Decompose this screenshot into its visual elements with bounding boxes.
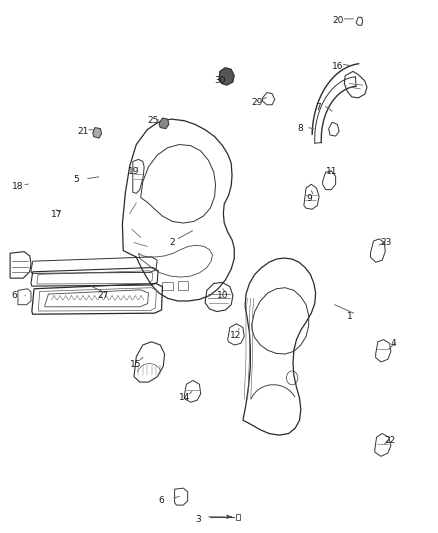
Text: 2: 2 [169,238,175,247]
Text: 1: 1 [347,312,353,321]
Text: 14: 14 [179,393,191,402]
Polygon shape [159,118,169,128]
Text: 18: 18 [12,182,24,191]
Text: 20: 20 [332,16,343,25]
Text: 29: 29 [252,98,263,107]
Text: 21: 21 [78,127,89,136]
Text: 25: 25 [147,116,159,125]
Text: 12: 12 [230,331,241,340]
Text: 9: 9 [306,194,312,203]
Text: 11: 11 [325,166,337,175]
Polygon shape [219,68,234,85]
Text: 17: 17 [51,210,63,219]
Polygon shape [93,127,102,138]
Text: 3: 3 [195,515,201,524]
Text: 22: 22 [385,436,396,445]
Text: 27: 27 [97,291,109,300]
Text: 19: 19 [127,166,139,175]
Text: 7: 7 [315,103,321,112]
Text: 5: 5 [73,174,79,183]
Text: 23: 23 [380,238,392,247]
Text: 6: 6 [11,291,17,300]
Text: 30: 30 [215,76,226,85]
Text: 4: 4 [391,339,396,348]
Text: 10: 10 [217,291,228,300]
Text: 6: 6 [158,496,164,505]
Text: 15: 15 [130,360,141,369]
Text: 16: 16 [332,62,344,70]
Text: 8: 8 [297,124,303,133]
